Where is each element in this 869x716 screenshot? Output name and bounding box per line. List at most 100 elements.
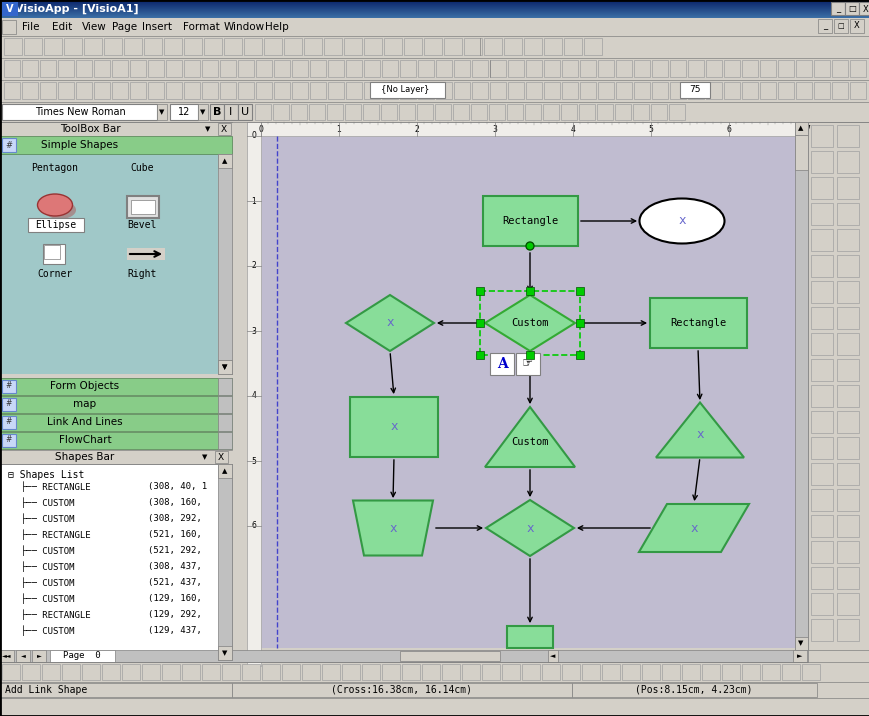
Text: x: x (386, 316, 394, 329)
Text: 7: 7 (805, 125, 810, 133)
Bar (454, 82, 469, 99)
Bar (0, 12, 869, 13)
Bar (810, 411, 832, 433)
Bar (836, 385, 858, 407)
Bar (273, 104, 289, 120)
Bar (166, 82, 182, 99)
Text: V: V (6, 4, 14, 14)
Bar (363, 38, 381, 55)
Bar (218, 154, 232, 374)
Text: X: X (853, 21, 859, 31)
Bar (362, 664, 380, 680)
Text: Shapes Bar: Shapes Bar (55, 452, 114, 462)
Bar (28, 218, 84, 232)
Bar (481, 664, 500, 680)
Bar (309, 82, 326, 99)
Bar (761, 664, 779, 680)
Bar (328, 60, 343, 77)
Text: {No Layer}: {No Layer} (381, 85, 428, 95)
Bar (0, 8, 869, 9)
Bar (0, 13, 869, 14)
Bar (2, 2, 18, 16)
Bar (0, 6, 869, 7)
Text: x: x (678, 215, 685, 228)
Bar (0, 122, 232, 136)
Bar (0, 11, 869, 12)
Bar (0, 3, 869, 4)
Bar (807, 122, 869, 650)
Bar (849, 19, 863, 33)
Text: 0: 0 (258, 125, 263, 133)
Text: (521, 437,: (521, 437, (148, 579, 202, 588)
Bar (563, 38, 581, 55)
Bar (127, 248, 165, 260)
Bar (661, 664, 680, 680)
Bar (223, 38, 242, 55)
Text: x: x (695, 427, 703, 440)
Bar (381, 104, 396, 120)
Text: ◄◄: ◄◄ (3, 654, 12, 659)
Text: □: □ (847, 4, 855, 14)
Bar (218, 360, 232, 374)
Bar (345, 104, 361, 120)
Bar (0, 102, 869, 122)
Text: Bevel: Bevel (127, 220, 156, 230)
Text: ├── RECTANGLE: ├── RECTANGLE (10, 609, 90, 620)
Text: ▼: ▼ (200, 109, 205, 115)
Bar (58, 60, 74, 77)
Bar (0, 18, 869, 36)
Text: x: x (388, 521, 396, 535)
Bar (836, 281, 858, 303)
Bar (543, 38, 561, 55)
Bar (831, 82, 847, 99)
Bar (144, 38, 162, 55)
Bar (2, 20, 16, 34)
Text: ├── RECTANGLE: ├── RECTANGLE (10, 530, 90, 541)
Text: x: x (689, 521, 697, 535)
Bar (76, 82, 92, 99)
Bar (721, 664, 740, 680)
Text: ►: ► (36, 654, 42, 659)
Text: Cube: Cube (130, 163, 154, 173)
Bar (810, 385, 832, 407)
Bar (243, 38, 262, 55)
Text: Edit: Edit (52, 22, 72, 32)
Bar (302, 664, 320, 680)
Bar (634, 82, 649, 99)
Bar (58, 82, 74, 99)
Bar (0, 122, 247, 658)
Bar (4, 60, 20, 77)
Bar (794, 637, 807, 650)
Bar (792, 650, 806, 662)
Bar (596, 104, 613, 120)
Bar (461, 664, 480, 680)
Bar (202, 60, 218, 77)
Text: 5: 5 (251, 457, 256, 465)
Bar (218, 154, 232, 168)
Bar (290, 104, 307, 120)
Bar (166, 60, 182, 77)
Text: Pentagon: Pentagon (31, 163, 78, 173)
Text: B: B (213, 107, 221, 117)
Bar (0, 9, 869, 10)
Bar (238, 60, 254, 77)
Bar (0, 0, 869, 1)
Text: Format: Format (182, 22, 220, 32)
Bar (0, 432, 232, 449)
Bar (651, 60, 667, 77)
Bar (836, 411, 858, 433)
Bar (2, 138, 16, 152)
Bar (810, 307, 832, 329)
Bar (849, 82, 865, 99)
Bar (0, 650, 807, 662)
Bar (218, 646, 232, 660)
Text: Insert: Insert (142, 22, 172, 32)
Bar (669, 60, 686, 77)
Bar (794, 122, 807, 650)
Bar (561, 60, 577, 77)
Bar (472, 82, 488, 99)
Bar (0, 14, 869, 15)
Bar (16, 650, 30, 662)
Bar (215, 451, 228, 463)
Bar (541, 664, 560, 680)
